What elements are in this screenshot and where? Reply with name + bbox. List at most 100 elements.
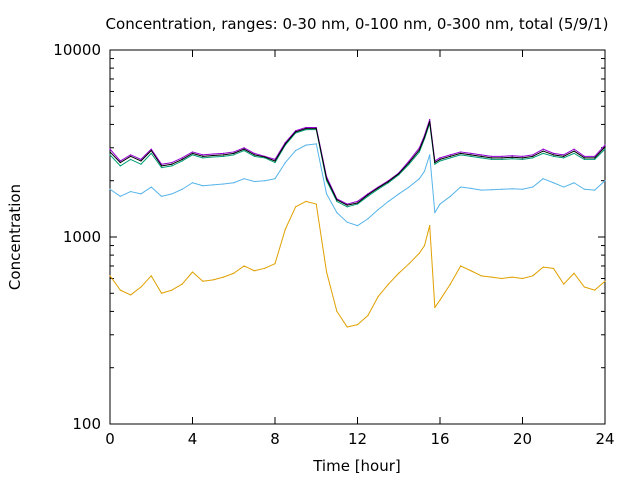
- data-point: [542, 266, 544, 268]
- data-point: [253, 155, 255, 157]
- data-point: [377, 209, 379, 211]
- data-point: [449, 195, 451, 197]
- data-point: [243, 149, 245, 152]
- data-point: [434, 163, 436, 165]
- data-point: [573, 152, 575, 154]
- data-point: [346, 326, 348, 328]
- data-point: [191, 151, 194, 153]
- data-point: [356, 202, 359, 204]
- data-point: [191, 152, 194, 154]
- data-point: [222, 183, 225, 185]
- data-point: [253, 152, 255, 154]
- data-point: [295, 149, 297, 152]
- data-point: [532, 157, 534, 159]
- data-point: [140, 193, 142, 195]
- data-point: [150, 186, 152, 188]
- data-point: [119, 160, 121, 162]
- data-point: [202, 154, 204, 156]
- data-point: [140, 286, 142, 288]
- y-axis-label: Concentration: [6, 184, 24, 290]
- data-point: [119, 161, 121, 164]
- data-point: [418, 149, 420, 151]
- data-point: [233, 152, 235, 154]
- data-point: [439, 160, 441, 162]
- data-point: [501, 277, 503, 280]
- data-point: [429, 225, 431, 227]
- data-point: [233, 182, 235, 184]
- data-point: [243, 178, 245, 180]
- data-point: [233, 272, 235, 274]
- data-point: [109, 148, 111, 150]
- data-point: [398, 272, 400, 274]
- data-point: [264, 180, 266, 182]
- data-point: [532, 186, 534, 188]
- data-point: [305, 144, 307, 146]
- data-point: [315, 143, 317, 145]
- data-point: [171, 161, 173, 164]
- data-point: [542, 150, 544, 152]
- data-point: [552, 155, 555, 157]
- data-point: [521, 188, 524, 190]
- data-point: [423, 244, 426, 247]
- data-point: [212, 184, 214, 186]
- data-point: [181, 157, 183, 159]
- data-point: [150, 152, 152, 154]
- data-point: [356, 324, 359, 326]
- data-point: [336, 310, 338, 313]
- data-point: [346, 206, 348, 208]
- data-point: [140, 160, 142, 162]
- data-point: [511, 276, 513, 278]
- data-point: [460, 152, 462, 154]
- series-line: [109, 200, 606, 328]
- data-point: [429, 154, 431, 156]
- x-tick-label: 4: [188, 430, 198, 448]
- data-point: [449, 154, 451, 156]
- data-point: [511, 155, 513, 157]
- series-0: [109, 200, 606, 328]
- data-point: [264, 156, 266, 158]
- x-axis-label: Time [hour]: [312, 457, 401, 475]
- data-point: [274, 161, 276, 164]
- data-point: [511, 158, 513, 160]
- data-point: [418, 151, 420, 153]
- data-point: [429, 120, 431, 123]
- data-point: [181, 158, 183, 160]
- data-point: [367, 195, 369, 197]
- data-point: [563, 155, 565, 157]
- data-point: [243, 148, 245, 150]
- data-point: [594, 158, 596, 160]
- data-point: [521, 158, 524, 160]
- data-point: [408, 160, 410, 162]
- data-point: [387, 200, 390, 203]
- data-point: [119, 165, 121, 167]
- data-point: [439, 299, 441, 301]
- data-point: [160, 165, 163, 167]
- data-point: [552, 152, 555, 154]
- data-point: [325, 193, 328, 195]
- data-point: [109, 188, 111, 190]
- data-point: [367, 194, 369, 196]
- plot-frame: [109, 49, 606, 425]
- data-point: [274, 263, 276, 265]
- data-point: [398, 193, 400, 195]
- data-point: [583, 155, 585, 157]
- data-point: [295, 131, 297, 133]
- series-3: [109, 118, 606, 205]
- data-point: [423, 170, 426, 172]
- data-point: [490, 158, 493, 160]
- data-point: [202, 280, 204, 282]
- data-point: [470, 154, 472, 156]
- data-point: [222, 152, 225, 154]
- data-point: [480, 157, 482, 159]
- data-point: [434, 306, 436, 309]
- data-point: [542, 178, 544, 180]
- series-2: [109, 122, 606, 208]
- data-point: [604, 146, 606, 148]
- data-point: [160, 195, 163, 197]
- data-point: [212, 279, 214, 281]
- data-point: [150, 148, 152, 150]
- data-point: [573, 272, 575, 274]
- data-point: [573, 150, 575, 152]
- data-point: [171, 163, 173, 165]
- data-point: [573, 148, 575, 150]
